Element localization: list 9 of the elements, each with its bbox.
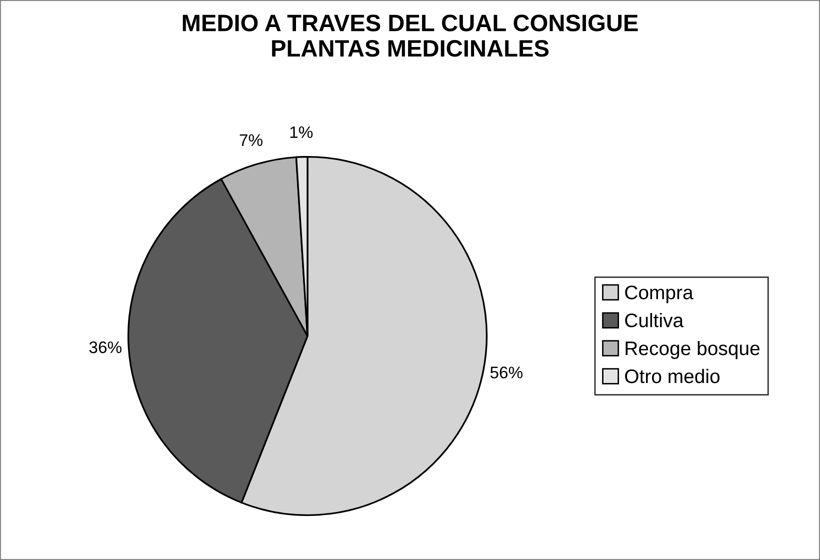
legend-label: Otro medio (625, 368, 720, 384)
data-label: 36% (89, 341, 122, 354)
data-label: 56% (490, 366, 522, 378)
chart-title: MEDIO A TRAVES DEL CUAL CONSIGUE PLANTAS MEDICINALES (182, 14, 638, 57)
legend-label: Compra (625, 286, 694, 304)
data-label: 1% (290, 126, 313, 138)
legend-label: Cultiva (625, 313, 684, 328)
data-label: 7% (240, 134, 262, 146)
legend-label: Recoge bosque (626, 340, 760, 360)
